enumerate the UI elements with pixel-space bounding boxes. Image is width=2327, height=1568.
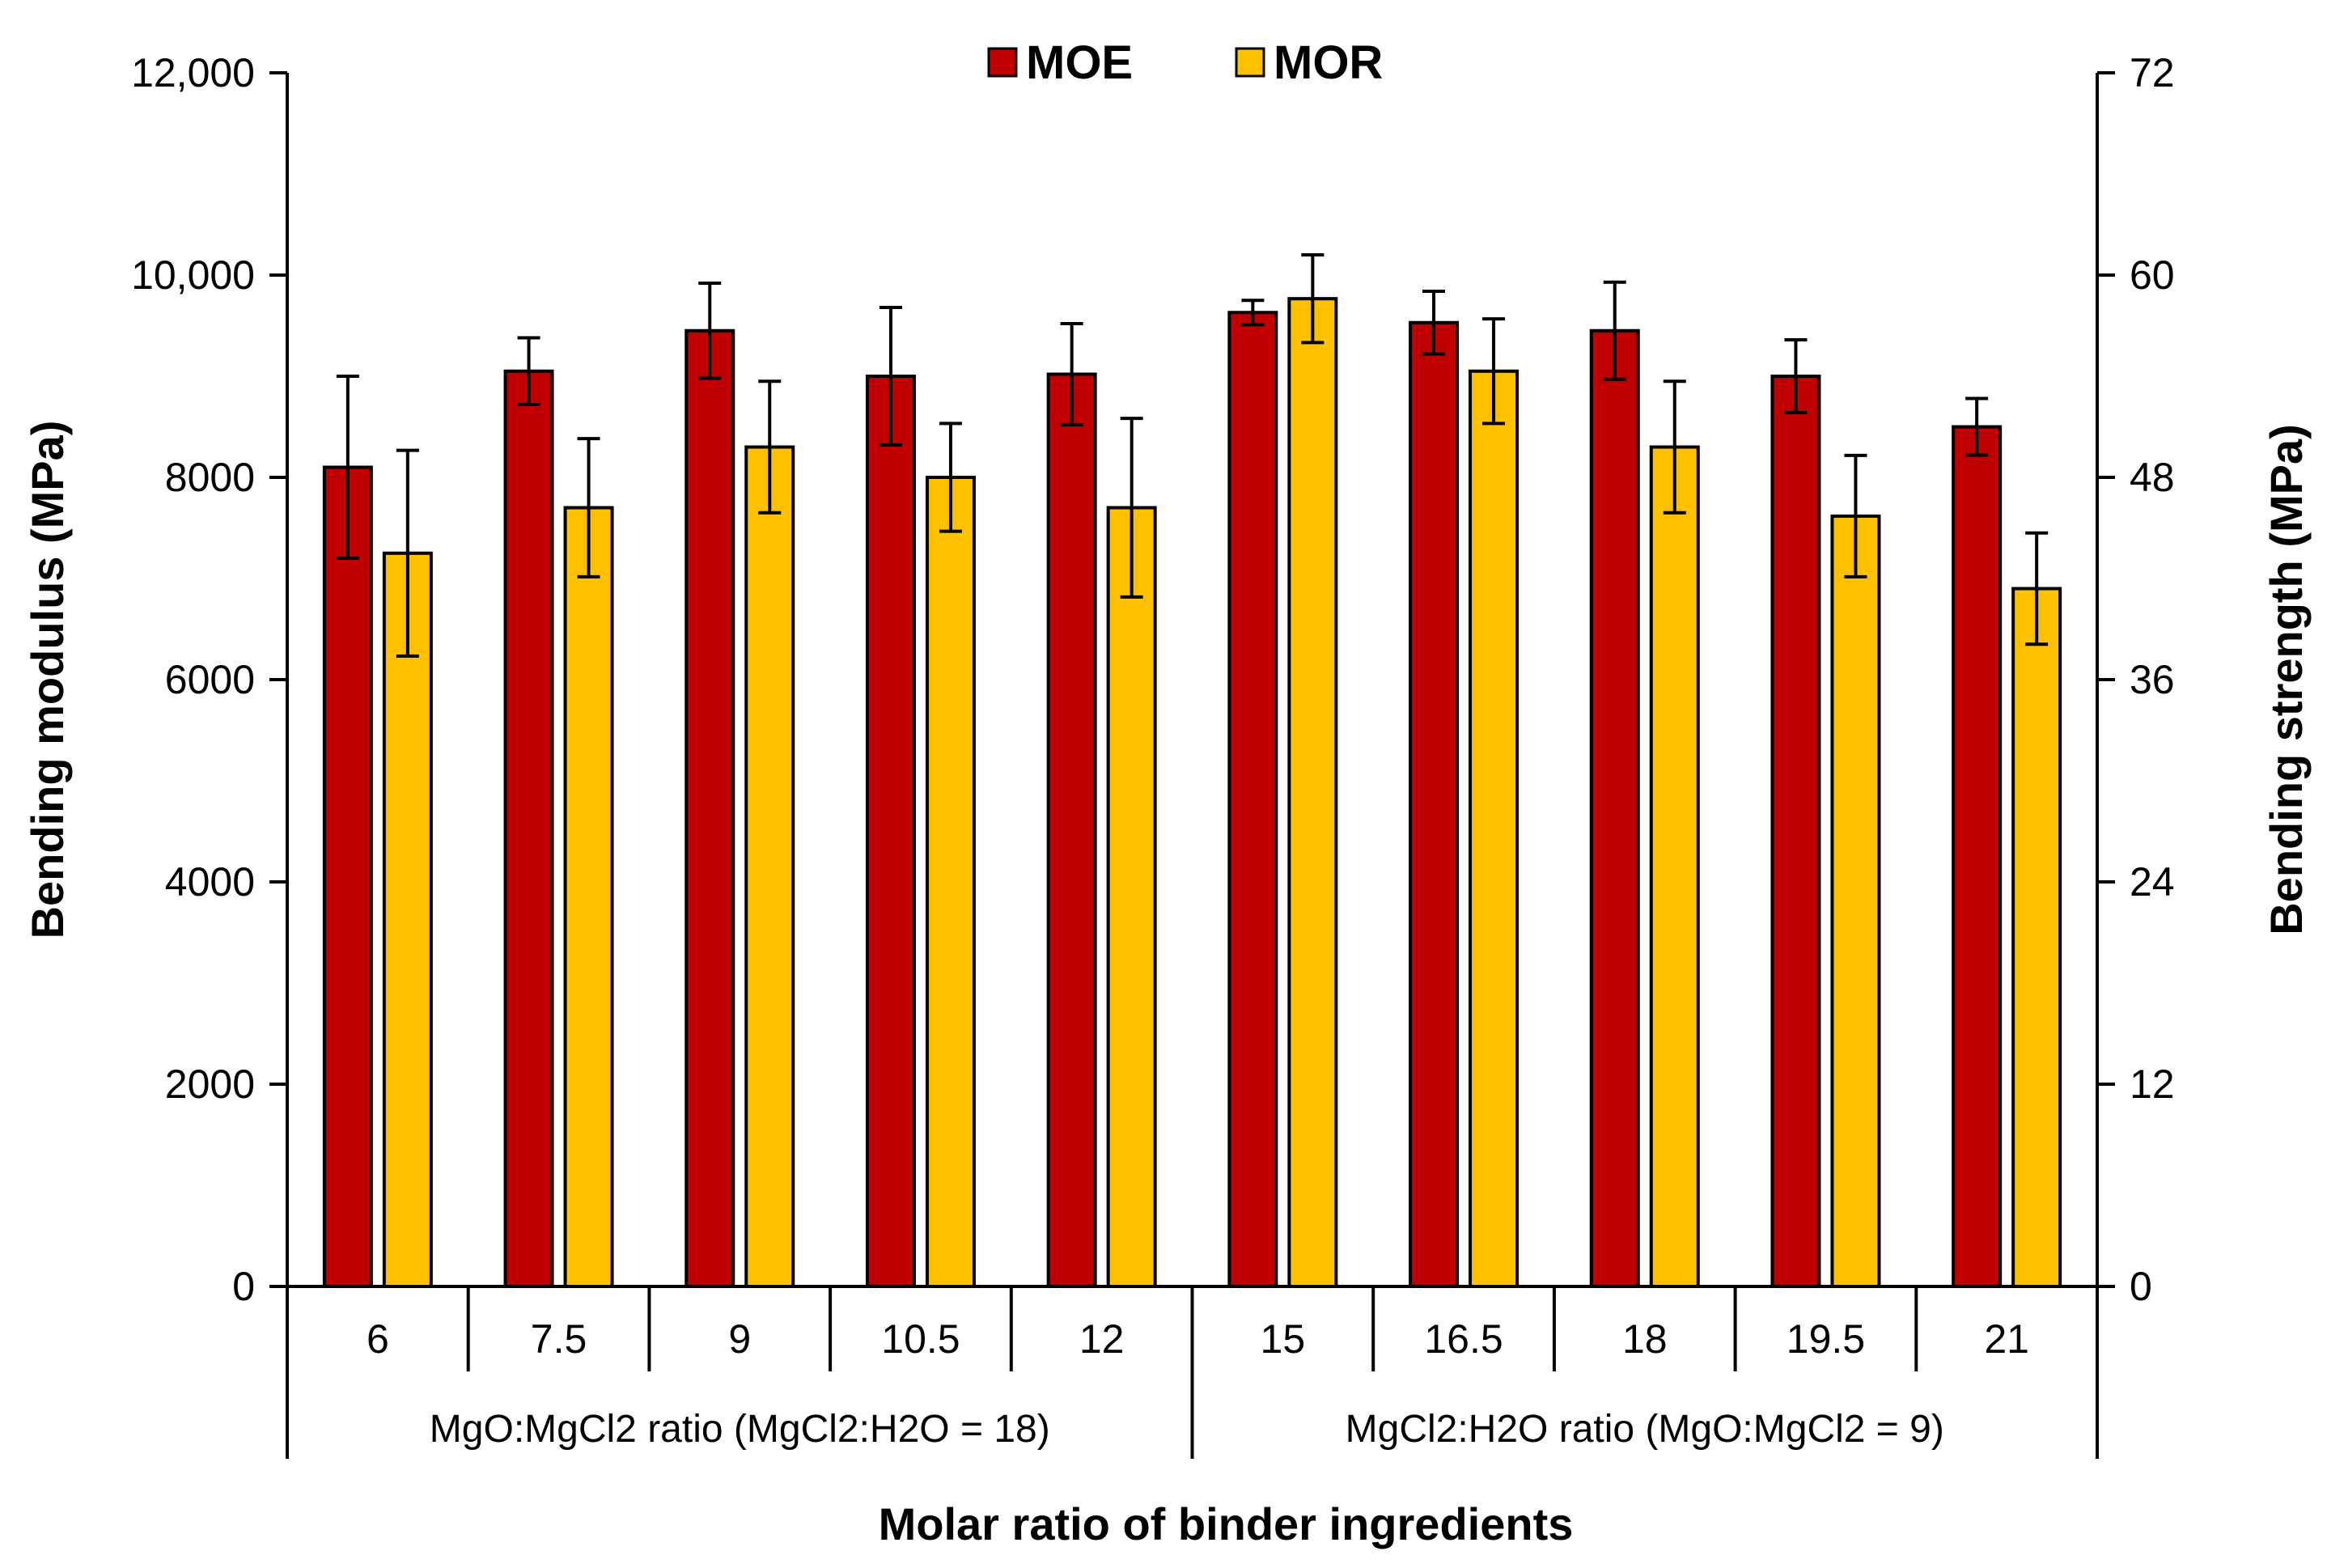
bar-moe-7.5 <box>503 369 554 1288</box>
left-tick-label: 10,000 <box>131 252 255 298</box>
bar-mor-10.5 <box>925 476 976 1288</box>
bar-moe-18 <box>1589 328 1640 1288</box>
category-label: 7.5 <box>531 1316 587 1362</box>
legend-swatch-mor <box>1235 47 1265 78</box>
x-axis-title: Molar ratio of binder ingredients <box>879 1498 1574 1549</box>
category-label: 18 <box>1622 1316 1668 1362</box>
left-tick-label: 12,000 <box>131 50 255 95</box>
right-tick-label: 0 <box>2130 1264 2152 1309</box>
bar-moe-21 <box>1952 425 2003 1288</box>
bar-mor-16.5 <box>1469 369 1520 1288</box>
bar-moe-16.5 <box>1409 320 1460 1288</box>
category-label: 16.5 <box>1424 1316 1503 1362</box>
right-tick-label: 12 <box>2130 1062 2175 1107</box>
bar-moe-10.5 <box>865 375 916 1288</box>
bar-moe-6 <box>322 465 373 1288</box>
left-tick-label: 0 <box>232 1264 255 1309</box>
bar-mor-9 <box>744 445 795 1288</box>
bar-mor-15 <box>1287 297 1338 1289</box>
bar-mor-12 <box>1106 506 1157 1288</box>
category-label: 10.5 <box>881 1316 960 1362</box>
bar-moe-15 <box>1227 311 1278 1288</box>
bar-mor-7.5 <box>563 506 614 1288</box>
left-tick-label: 8000 <box>165 455 255 500</box>
legend-label-mor: MOR <box>1274 36 1383 89</box>
group-label: MgCl2:H2O ratio (MgO:MgCl2 = 9) <box>1346 1408 1944 1451</box>
bar-moe-9 <box>685 328 735 1288</box>
legend-swatch-moe <box>987 47 1018 78</box>
category-label: 12 <box>1079 1316 1125 1362</box>
left-tick-label: 4000 <box>165 859 255 905</box>
left-axis-title: Bending modulus (MPa) <box>22 421 73 939</box>
x-category-axis: 6 7.5 9 10.5 12 15 16.5 18 19.5 21 MgO:MgCl2 ratio… <box>286 1286 2099 1459</box>
category-label: 9 <box>728 1316 751 1362</box>
right-tick-label: 36 <box>2130 657 2175 702</box>
legend-label-moe: MOE <box>1026 36 1133 89</box>
left-axis-ticks: 0 2000 4000 6000 8000 10,000 12,000 <box>131 50 287 1309</box>
error-bars <box>336 253 2049 658</box>
category-label: 19.5 <box>1787 1316 1865 1362</box>
left-tick-label: 6000 <box>165 657 255 702</box>
group-label: MgO:MgCl2 ratio (MgCl2:H2O = 18) <box>430 1408 1050 1451</box>
right-tick-label: 48 <box>2130 455 2175 500</box>
bar-mor-18 <box>1649 445 1700 1288</box>
right-tick-label: 60 <box>2130 252 2175 298</box>
category-label: 21 <box>1984 1316 2029 1362</box>
bar-mor-21 <box>2011 587 2062 1288</box>
category-label: 6 <box>367 1316 389 1362</box>
bar-moe-12 <box>1046 372 1097 1288</box>
left-tick-label: 2000 <box>165 1062 255 1107</box>
bar-moe-19.5 <box>1770 375 1821 1288</box>
bars <box>322 297 2062 1289</box>
right-axis-title: Bending strength (MPa) <box>2261 424 2312 935</box>
right-tick-label: 72 <box>2130 50 2175 95</box>
bar-mor-6 <box>382 551 433 1288</box>
legend: MOE MOR <box>987 36 1383 89</box>
right-tick-label: 24 <box>2130 859 2175 905</box>
bar-mor-19.5 <box>1830 514 1881 1288</box>
right-axis-ticks: 0 12 24 36 48 60 72 <box>2097 50 2175 1309</box>
category-label: 15 <box>1261 1316 1306 1362</box>
